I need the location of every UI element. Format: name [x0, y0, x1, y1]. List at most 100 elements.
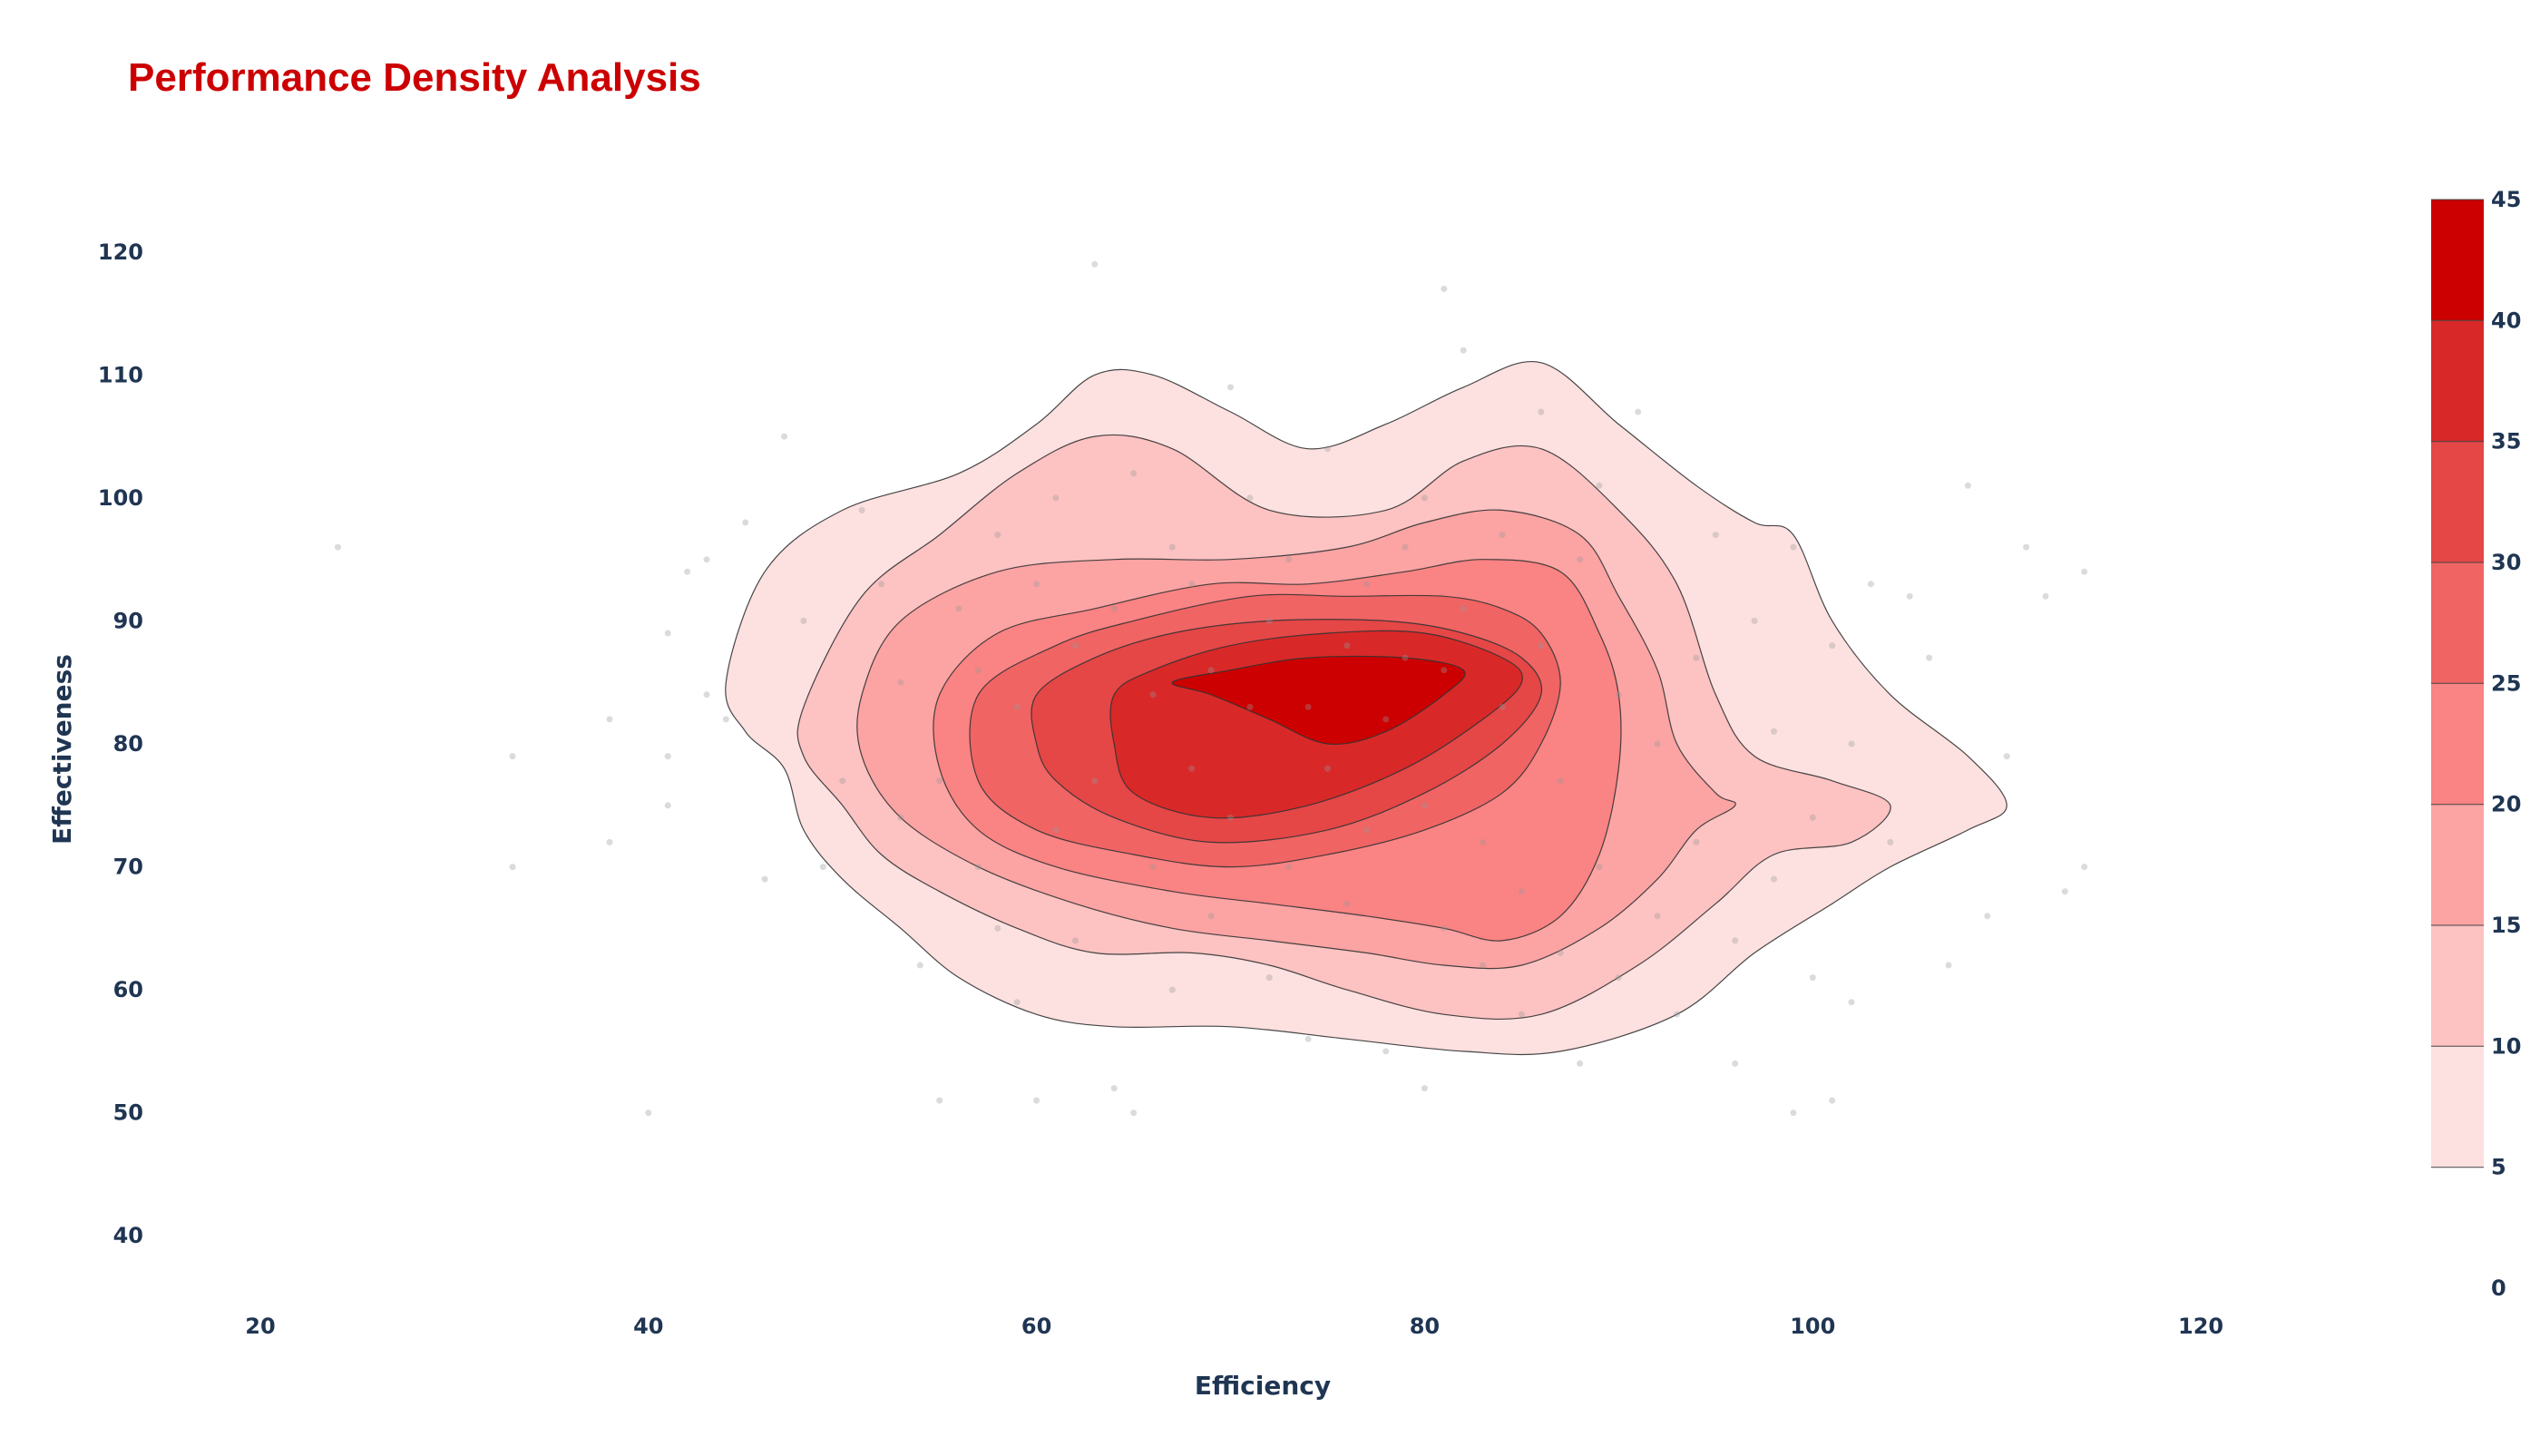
scatter-point	[897, 679, 904, 686]
scatter-point	[1421, 494, 1428, 502]
scatter-point	[1441, 924, 1448, 932]
scatter-point	[1809, 814, 1816, 821]
scatter-point	[1227, 814, 1234, 821]
colorbar-band	[2431, 441, 2484, 562]
scatter-point	[509, 864, 516, 871]
scatter-point	[1130, 470, 1138, 477]
scatter-point	[1538, 642, 1545, 650]
scatter-point	[1188, 581, 1196, 588]
colorbar-tick-label: 30	[2491, 550, 2521, 575]
scatter-point	[1052, 826, 1060, 834]
scatter-point	[1887, 838, 1894, 845]
scatter-point	[1771, 728, 1777, 735]
scatter-point	[1363, 826, 1370, 834]
scatter-point	[1343, 900, 1351, 907]
scatter-point	[1227, 384, 1234, 391]
scatter-point	[703, 691, 710, 699]
chart-title: Performance Density Analysis	[128, 55, 701, 100]
scatter-point	[1751, 617, 1758, 624]
scatter-point	[664, 630, 671, 637]
scatter-point	[936, 1097, 943, 1104]
scatter-point	[1265, 974, 1273, 982]
contour-layer	[725, 361, 2008, 1056]
colorbar-tick-label: 40	[2491, 308, 2521, 333]
scatter-point	[1732, 1060, 1739, 1067]
scatter-point	[1829, 642, 1836, 650]
scatter-point	[1246, 703, 1254, 710]
scatter-point	[1964, 482, 1971, 489]
y-tick-label: 80	[113, 731, 143, 757]
scatter-point	[1091, 260, 1099, 268]
scatter-point	[1906, 592, 1913, 600]
scatter-point	[1771, 875, 1777, 883]
scatter-point	[1265, 617, 1273, 624]
scatter-point	[1518, 888, 1525, 895]
scatter-point	[1421, 1085, 1428, 1092]
scatter-point	[1984, 913, 1991, 920]
scatter-point	[1615, 691, 1622, 699]
scatter-point	[1304, 1035, 1312, 1042]
scatter-point	[1033, 1097, 1040, 1104]
scatter-point	[1110, 1085, 1118, 1092]
scatter-point	[1596, 482, 1603, 489]
scatter-point	[1441, 667, 1448, 674]
scatter-point	[606, 838, 613, 845]
scatter-point	[1732, 937, 1739, 944]
colorbar-band	[2431, 804, 2484, 925]
scatter-layer	[335, 260, 2088, 1117]
scatter-point	[994, 532, 1001, 539]
scatter-point	[800, 617, 807, 624]
colorbar-tick-label: 15	[2491, 913, 2521, 938]
colorbar-tick-label: 45	[2491, 187, 2521, 212]
scatter-point	[1460, 605, 1467, 612]
scatter-point	[1188, 765, 1196, 772]
scatter-point	[1538, 408, 1545, 415]
scatter-point	[664, 802, 671, 809]
scatter-point	[509, 753, 516, 760]
scatter-point	[1421, 802, 1428, 809]
scatter-point	[1091, 777, 1099, 785]
scatter-point	[1518, 1011, 1525, 1018]
scatter-point	[1499, 532, 1506, 539]
scatter-point	[684, 568, 691, 575]
scatter-point	[1480, 962, 1487, 969]
contour-level-40	[1171, 655, 1466, 746]
colorbar-tick-label: 20	[2491, 792, 2521, 817]
y-tick-label: 100	[98, 485, 143, 511]
scatter-point	[1829, 1097, 1836, 1104]
y-axis-ticks: 40 50 60 70 80 90 100 110 120	[98, 239, 143, 1248]
scatter-point	[1110, 605, 1118, 612]
scatter-point	[878, 581, 884, 588]
scatter-point	[335, 543, 341, 551]
scatter-point	[1499, 703, 1506, 710]
scatter-point	[1557, 949, 1564, 956]
colorbar-band	[2431, 320, 2484, 442]
scatter-point	[1207, 667, 1215, 674]
colorbar: 0 5 10 15 20 25 30 35 40 45	[2431, 187, 2521, 1301]
scatter-point	[1071, 937, 1079, 944]
scatter-point	[1712, 532, 1719, 539]
scatter-point	[1402, 654, 1409, 661]
scatter-point	[1343, 642, 1351, 650]
scatter-point	[1441, 285, 1448, 292]
colorbar-band	[2431, 925, 2484, 1047]
colorbar-tick-label: 10	[2491, 1033, 2521, 1059]
scatter-point	[1013, 703, 1021, 710]
scatter-point	[916, 962, 923, 969]
x-tick-label: 80	[1410, 1314, 1440, 1339]
scatter-point	[2023, 543, 2030, 551]
x-axis-ticks: 20 40 60 80 100 120	[245, 1314, 2223, 1339]
scatter-point	[2003, 753, 2010, 760]
scatter-point	[1149, 864, 1157, 871]
colorbar-band	[2431, 562, 2484, 684]
scatter-point	[936, 777, 943, 785]
y-tick-label: 40	[113, 1223, 143, 1248]
scatter-point	[1693, 654, 1700, 661]
scatter-point	[1848, 999, 1855, 1006]
scatter-point	[994, 924, 1001, 932]
scatter-point	[1635, 408, 1642, 415]
scatter-point	[1363, 581, 1370, 588]
scatter-point	[1867, 581, 1874, 588]
scatter-point	[1674, 1011, 1680, 1018]
